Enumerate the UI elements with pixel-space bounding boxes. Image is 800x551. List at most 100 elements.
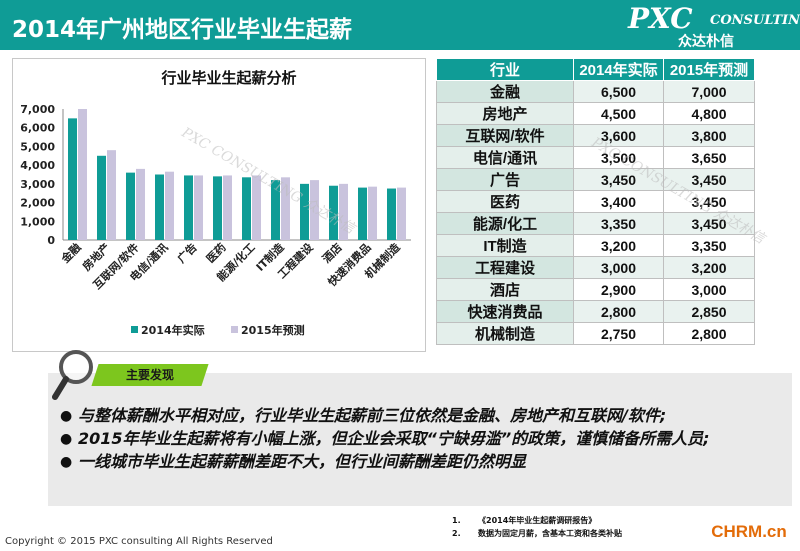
bar-2014 bbox=[300, 183, 309, 240]
bar-2014 bbox=[387, 188, 396, 240]
cell-2014: 3,500 bbox=[573, 146, 664, 169]
site-watermark: CHRM.cn bbox=[700, 518, 798, 546]
cell-2015: 3,650 bbox=[663, 146, 755, 169]
bar-2014 bbox=[358, 187, 367, 240]
table-row: 能源/化工 3,350 3,450 bbox=[436, 212, 755, 235]
cell-industry: 酒店 bbox=[436, 278, 574, 301]
bar-2015 bbox=[310, 180, 319, 240]
bar-2015 bbox=[194, 175, 203, 240]
finding-3: ● 一线城市毕业生起薪薪酬差距不大，但行业间薪酬差距仍然明显 bbox=[60, 452, 527, 471]
x-tick-label: 广告 bbox=[174, 240, 199, 265]
bar-2014 bbox=[329, 185, 338, 240]
cell-industry: 工程建设 bbox=[436, 256, 574, 279]
x-tick-label: 酒店 bbox=[319, 240, 344, 265]
y-tick-label: 4,000 bbox=[20, 159, 55, 172]
bar-2015 bbox=[281, 177, 290, 240]
footnotes: 1. 《2014年毕业生起薪调研报告》 2. 数据为固定月薪，含基本工资和各类补贴 bbox=[452, 514, 622, 540]
bar-2014 bbox=[242, 177, 251, 240]
cell-2015: 2,800 bbox=[663, 322, 755, 345]
table-header-row: 行业 2014年实际 2015年预测 bbox=[436, 58, 755, 81]
copyright: Copyright © 2015 PXC consulting All Righ… bbox=[5, 536, 273, 547]
bar-2014 bbox=[213, 176, 222, 240]
cell-industry: 电信/通讯 bbox=[436, 146, 574, 169]
cell-2015: 7,000 bbox=[663, 80, 755, 103]
legend-swatch bbox=[131, 326, 138, 333]
bar-2015 bbox=[339, 183, 348, 240]
findings-panel bbox=[48, 373, 792, 506]
y-tick-label: 2,000 bbox=[20, 197, 55, 210]
logo-chinese: 众达朴信 bbox=[678, 34, 734, 50]
cell-2015: 3,200 bbox=[663, 256, 755, 279]
cell-2015: 3,000 bbox=[663, 278, 755, 301]
cell-2014: 2,800 bbox=[573, 300, 664, 323]
chart-title: 行业毕业生起薪分析 bbox=[160, 69, 296, 87]
bar-2014 bbox=[97, 155, 106, 240]
y-tick-label: 7,000 bbox=[20, 103, 55, 116]
table-row: IT制造 3,200 3,350 bbox=[436, 234, 755, 257]
bar-2014 bbox=[155, 174, 164, 240]
table-row: 电信/通讯 3,500 3,650 bbox=[436, 146, 755, 169]
cell-2015: 3,800 bbox=[663, 124, 755, 147]
cell-2015: 3,450 bbox=[663, 168, 755, 191]
cell-industry: 金融 bbox=[436, 80, 574, 103]
cell-2014: 2,900 bbox=[573, 278, 664, 301]
table-row: 工程建设 3,000 3,200 bbox=[436, 256, 755, 279]
x-tick-label: 医药 bbox=[203, 240, 228, 265]
bar-2015 bbox=[136, 168, 145, 240]
bar-2015 bbox=[397, 187, 406, 240]
table-row: 快速消费品 2,800 2,850 bbox=[436, 300, 755, 323]
bar-2014 bbox=[184, 175, 193, 240]
bar-2015 bbox=[78, 109, 87, 240]
legend-swatch bbox=[231, 326, 238, 333]
y-tick-label: 6,000 bbox=[20, 122, 55, 135]
cell-industry: 机械制造 bbox=[436, 322, 574, 345]
chart-panel: 行业毕业生起薪分析 7,000 6,000 5,000 4,000 3,000 2,000 1… bbox=[12, 58, 426, 352]
bar-2014 bbox=[271, 180, 280, 240]
magnifier-icon bbox=[52, 350, 93, 400]
cell-2014: 6,500 bbox=[573, 80, 664, 103]
findings-tag: 主要发现 bbox=[91, 364, 209, 386]
cell-2014: 2,750 bbox=[573, 322, 664, 345]
cell-2015: 4,800 bbox=[663, 102, 755, 125]
cell-industry: IT制造 bbox=[436, 234, 574, 257]
y-tick-label: 3,000 bbox=[20, 178, 55, 191]
table-row: 房地产 4,500 4,800 bbox=[436, 102, 755, 125]
cell-industry: 互联网/软件 bbox=[436, 124, 574, 147]
table-row: 酒店 2,900 3,000 bbox=[436, 278, 755, 301]
bar-2015 bbox=[223, 175, 232, 240]
y-tick-label: 5,000 bbox=[20, 140, 55, 153]
findings-list: ● 与整体薪酬水平相对应，行业毕业生起薪前三位依然是金融、房地产和互联网/软件; … bbox=[60, 405, 780, 474]
title-bar: 2014年广州地区行业毕业生起薪 PXC CONSULTING 众达朴信 bbox=[0, 0, 800, 50]
cell-2015: 3,450 bbox=[663, 190, 755, 213]
cell-2014: 3,350 bbox=[573, 212, 664, 235]
finding-1: ● 与整体薪酬水平相对应，行业毕业生起薪前三位依然是金融、房地产和互联网/软件; bbox=[60, 406, 667, 425]
cell-2014: 3,400 bbox=[573, 190, 664, 213]
legend-label: 2015年预测 bbox=[241, 323, 305, 337]
y-tick-label: 0 bbox=[47, 234, 55, 247]
cell-2014: 3,600 bbox=[573, 124, 664, 147]
cell-2014: 3,000 bbox=[573, 256, 664, 279]
table-row: 机械制造 2,750 2,800 bbox=[436, 322, 755, 345]
bar-2015 bbox=[252, 175, 261, 240]
cell-industry: 医药 bbox=[436, 190, 574, 213]
footnote-1: 1. 《2014年毕业生起薪调研报告》 bbox=[452, 516, 597, 525]
table-row: 金融 6,500 7,000 bbox=[436, 80, 755, 103]
cell-industry: 房地产 bbox=[436, 102, 574, 125]
table-row: 互联网/软件 3,600 3,800 bbox=[436, 124, 755, 147]
cell-2014: 3,450 bbox=[573, 168, 664, 191]
x-tick-label: 金融 bbox=[57, 240, 83, 266]
bar-2015 bbox=[165, 171, 174, 240]
footnote-2: 2. 数据为固定月薪，含基本工资和各类补贴 bbox=[452, 529, 622, 538]
header-industry: 行业 bbox=[436, 58, 574, 81]
table-row: 广告 3,450 3,450 bbox=[436, 168, 755, 191]
bar-2014 bbox=[68, 118, 77, 240]
cell-2015: 2,850 bbox=[663, 300, 755, 323]
bar-2015 bbox=[107, 150, 116, 240]
cell-industry: 广告 bbox=[436, 168, 574, 191]
table-row: 医药 3,400 3,450 bbox=[436, 190, 755, 213]
cell-2014: 4,500 bbox=[573, 102, 664, 125]
cell-2015: 3,450 bbox=[663, 212, 755, 235]
finding-2: ● 2015年毕业生起薪将有小幅上涨，但企业会采取“宁缺毋滥”的政策，谨慎储备所需… bbox=[60, 429, 710, 448]
cell-industry: 能源/化工 bbox=[436, 212, 574, 235]
y-tick-label: 1,000 bbox=[20, 215, 55, 228]
